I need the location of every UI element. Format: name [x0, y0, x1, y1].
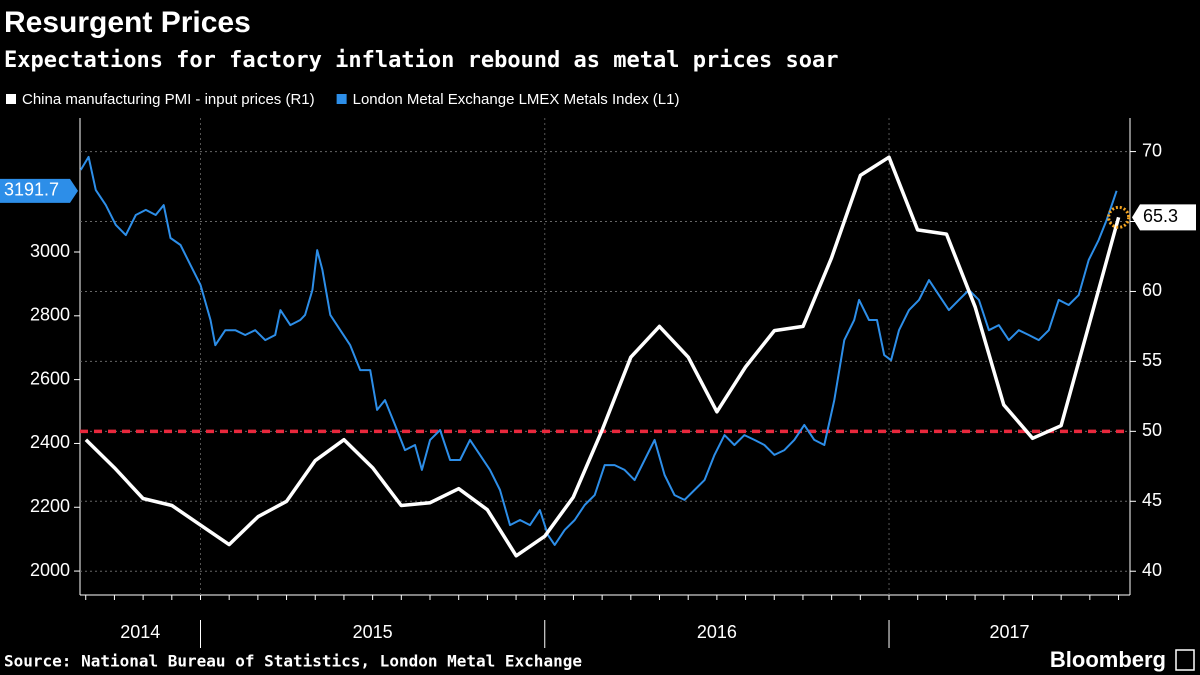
legend-label: London Metal Exchange LMEX Metals Index …	[353, 91, 680, 108]
y-tick-label: 2800	[30, 305, 70, 325]
y-tick-label: 2200	[30, 496, 70, 516]
x-tick-label: 2015	[353, 622, 393, 642]
chart-title: Resurgent Prices	[4, 6, 251, 39]
x-tick-label: 2017	[989, 622, 1029, 642]
y2-tick-label: 50	[1142, 420, 1162, 440]
y-tick-label: 2600	[30, 368, 70, 388]
last-value-label: 65.3	[1143, 206, 1178, 226]
legend-swatch	[6, 94, 16, 104]
x-tick-label: 2016	[697, 622, 737, 642]
last-value-label: 3191.7	[4, 180, 59, 200]
x-tick-label: 2014	[120, 622, 160, 642]
legend-label: China manufacturing PMI - input prices (…	[22, 91, 315, 108]
y2-tick-label: 40	[1142, 560, 1162, 580]
last-point-marker	[1107, 205, 1131, 229]
source: Source: National Bureau of Statistics, L…	[4, 652, 582, 671]
y2-tick-label: 45	[1142, 490, 1162, 510]
y-tick-label: 2400	[30, 432, 70, 452]
last-value-box	[1132, 204, 1196, 231]
brand-icon	[1175, 649, 1195, 671]
last-value-box	[0, 178, 78, 203]
legend-swatch	[336, 94, 347, 104]
y2-tick-label: 60	[1142, 280, 1162, 300]
y2-tick-label: 55	[1142, 350, 1162, 370]
y2-tick-label: 70	[1142, 140, 1162, 160]
brand: Bloomberg	[1050, 647, 1166, 672]
y-tick-label: 3000	[30, 241, 70, 261]
y-tick-label: 2000	[30, 560, 70, 580]
series-line	[84, 155, 1121, 558]
series-line	[79, 155, 1118, 546]
chart-subtitle: Expectations for factory inflation rebou…	[4, 48, 838, 73]
